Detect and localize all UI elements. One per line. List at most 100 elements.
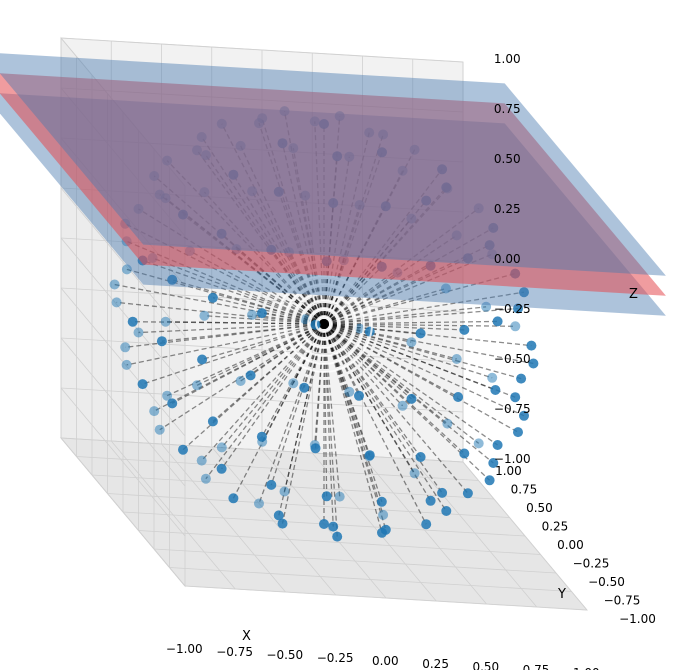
sphere-point — [273, 510, 284, 521]
center-ring — [307, 307, 341, 341]
sphere-point — [451, 354, 462, 364]
x-tick-label: 0.25 — [422, 657, 449, 670]
radial-line — [161, 323, 325, 342]
radial-line — [323, 323, 422, 458]
radial-line — [323, 323, 383, 533]
gridline — [60, 237, 186, 387]
radial-line — [323, 306, 487, 325]
sphere-point — [415, 328, 426, 339]
sphere-point — [207, 416, 218, 427]
z-axis-label: Z — [629, 287, 638, 302]
radial-line — [270, 323, 325, 486]
radial-line — [221, 323, 325, 448]
z-tick-label: 0.00 — [494, 252, 521, 266]
radial-line — [323, 323, 383, 503]
radial-line — [323, 320, 498, 325]
radial-line — [221, 323, 325, 470]
radial-line — [323, 323, 448, 425]
y-axis-label: Y — [557, 587, 566, 602]
sphere-point — [453, 392, 464, 402]
radial-line — [323, 323, 496, 391]
radial-line — [323, 287, 447, 325]
sphere-point — [254, 498, 264, 509]
sphere-point — [154, 424, 165, 435]
sphere-point — [488, 458, 499, 468]
z-tick-label: 0.50 — [494, 152, 521, 166]
radial-line — [323, 323, 328, 497]
radial-line — [114, 283, 325, 325]
sphere-point — [334, 491, 345, 502]
sphere-point — [167, 398, 178, 409]
sphere-point — [228, 493, 239, 504]
z-tick-label: 1.00 — [494, 52, 521, 66]
sphere-point — [160, 316, 171, 327]
sphere-point — [137, 379, 148, 390]
radial-line — [323, 323, 350, 393]
radial-line — [126, 323, 325, 366]
sphere-point — [441, 506, 452, 516]
sphere-point — [216, 442, 227, 453]
sphere-point — [425, 495, 436, 506]
radial-line — [303, 323, 325, 388]
radial-line — [189, 250, 325, 325]
center-ring — [315, 315, 333, 333]
sphere-point — [442, 418, 453, 429]
center-ring — [299, 299, 349, 349]
gridline — [60, 187, 186, 337]
sphere-point — [178, 444, 188, 455]
z-tick-label: −0.75 — [494, 402, 531, 416]
x-axis-label: X — [242, 629, 251, 644]
radial-line — [323, 323, 516, 398]
gridline — [311, 452, 437, 602]
sphere-point — [526, 340, 537, 351]
radial-line — [323, 323, 459, 398]
radial-line — [323, 204, 361, 325]
radial-line — [323, 323, 493, 379]
radial-line — [323, 323, 360, 397]
radial-line — [323, 323, 338, 537]
sphere-point — [437, 487, 448, 498]
radial-line — [323, 323, 334, 527]
sphere-point — [247, 309, 258, 320]
sphere-point — [288, 378, 299, 389]
radial-line — [323, 323, 491, 481]
gridline — [362, 455, 487, 605]
sphere-point — [354, 390, 364, 401]
sphere-point — [120, 342, 131, 353]
radial-line — [201, 323, 325, 361]
radial-line — [323, 291, 525, 325]
x-tick-label: −0.50 — [266, 648, 303, 662]
x-tick-label: −0.25 — [317, 651, 354, 665]
y-tick-label: −0.25 — [573, 557, 610, 571]
radial-line — [171, 279, 325, 325]
radial-line — [126, 268, 325, 325]
sphere-point — [332, 531, 343, 542]
sphere-point — [149, 406, 160, 417]
radial-line — [323, 323, 384, 516]
radial-line — [323, 323, 360, 330]
sphere-point — [235, 376, 246, 386]
radial-line — [323, 323, 457, 360]
sphere-point — [459, 448, 470, 459]
sphere-point — [207, 292, 218, 303]
radial-line — [323, 323, 416, 474]
sphere-point — [378, 509, 389, 520]
radial-line — [283, 323, 325, 492]
radial-line — [323, 323, 341, 497]
radial-line — [152, 257, 325, 325]
sphere-point — [513, 303, 523, 314]
radial-line — [323, 323, 525, 417]
radial-line — [171, 323, 325, 404]
radial-line — [165, 321, 325, 325]
sphere-point — [197, 354, 208, 365]
sphere-point — [510, 321, 521, 332]
radial-line — [250, 323, 325, 376]
sphere-point — [473, 438, 484, 449]
radial-line — [323, 323, 522, 380]
y-tick-label: 0.75 — [511, 483, 538, 497]
sphere-point — [156, 336, 167, 347]
radial-line — [323, 323, 370, 457]
sphere-point — [111, 297, 122, 308]
